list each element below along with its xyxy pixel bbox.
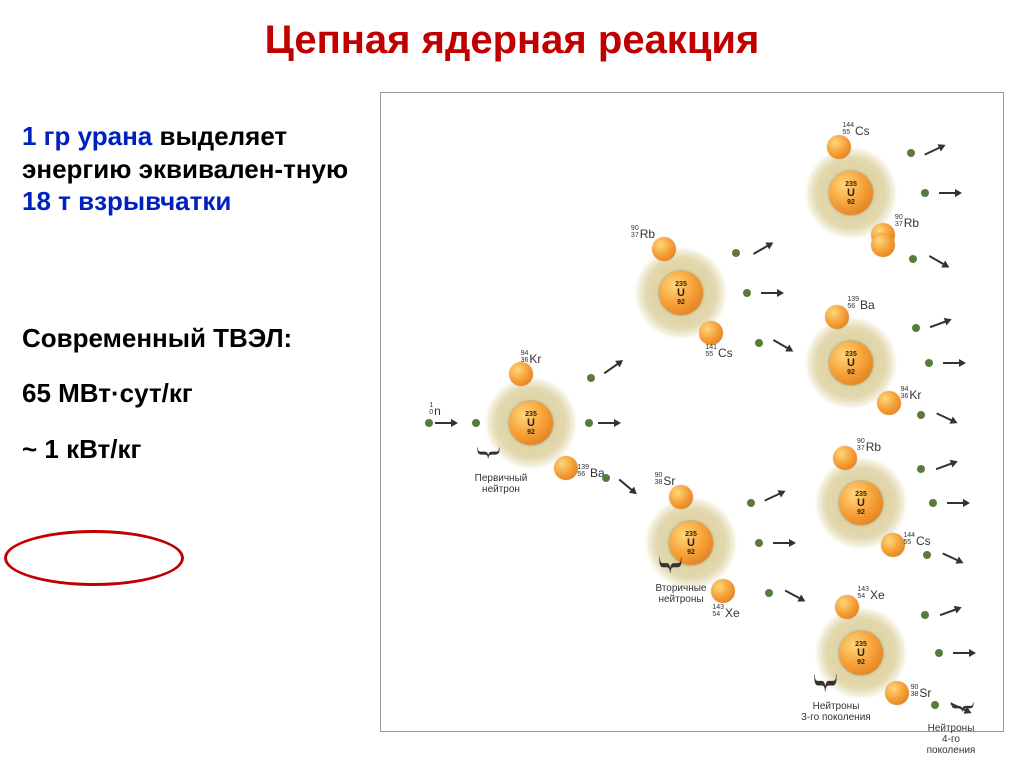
neutron xyxy=(747,499,755,507)
nucleus: 235U92 xyxy=(839,481,883,525)
generation-label: Первичныйнейтрон xyxy=(475,473,528,495)
generation-label: Вторичныенейтроны xyxy=(656,583,707,605)
fragment-label: 9037Rb xyxy=(857,438,881,452)
fission-fragment xyxy=(833,446,857,470)
fragment-label: 9038Sr xyxy=(911,684,932,698)
neutron xyxy=(923,551,931,559)
fission-fragment xyxy=(881,533,905,557)
neutron xyxy=(909,255,917,263)
neutron xyxy=(425,419,433,427)
fragment-label: 13956Ba xyxy=(577,464,604,478)
fragment-label: 14155Cs xyxy=(705,344,732,358)
neutron xyxy=(925,359,933,367)
nucleus: 235U92 xyxy=(839,631,883,675)
fragment-label: 14455Cs xyxy=(903,532,930,546)
neutron xyxy=(755,339,763,347)
neutron xyxy=(732,249,740,257)
info-mass: 1 гр урана xyxy=(22,121,152,151)
info-tvel: Современный ТВЭЛ: 65 МВт·сут/кг ~ 1 кВт/… xyxy=(22,318,362,471)
fission-fragment xyxy=(877,391,901,415)
fragment-label: 14354Xe xyxy=(712,604,739,618)
fission-fragment xyxy=(699,321,723,345)
nucleus: 235U92 xyxy=(829,341,873,385)
info-energy: 1 гр урана выделяет энергию эквивален-тн… xyxy=(22,120,362,218)
fragment-label: 9038Sr xyxy=(655,472,676,486)
neutron xyxy=(912,324,920,332)
info-tnt: 18 т взрывчатки xyxy=(22,186,231,216)
tvel-value1: 65 МВт·сут/кг xyxy=(22,373,362,415)
chain-reaction-diagram: 235U92235U92235U92235U92235U92235U92235U… xyxy=(381,93,1003,731)
nucleus: 235U92 xyxy=(829,171,873,215)
fission-fragment xyxy=(669,485,693,509)
neutron xyxy=(921,611,929,619)
fragment-label: 13956Ba xyxy=(847,296,874,310)
fission-fragment xyxy=(885,681,909,705)
fission-fragment xyxy=(827,135,851,159)
tvel-value2: ~ 1 кВт/кг xyxy=(22,429,362,471)
neutron xyxy=(917,465,925,473)
neutron xyxy=(921,189,929,197)
neutron xyxy=(743,289,751,297)
brace: } xyxy=(656,553,686,578)
tvel-header: Современный ТВЭЛ: xyxy=(22,318,362,360)
neutron xyxy=(935,649,943,657)
neutron xyxy=(765,589,773,597)
fission-fragment xyxy=(554,456,578,480)
fission-fragment xyxy=(711,579,735,603)
brace: } xyxy=(948,700,978,715)
neutron xyxy=(602,474,610,482)
fragment-label: 14354Xe xyxy=(857,586,884,600)
neutron xyxy=(917,411,925,419)
fragment-label: 9436Kr xyxy=(521,350,542,364)
nucleus: 235U92 xyxy=(509,401,553,445)
page-title: Цепная ядерная реакция xyxy=(0,0,1024,63)
fragment-label: 9037Rb xyxy=(895,214,919,228)
diagram-frame: 235U92235U92235U92235U92235U92235U92235U… xyxy=(380,92,1004,732)
brace: } xyxy=(811,669,841,696)
brace: } xyxy=(474,444,504,461)
fission-fragment xyxy=(871,233,895,257)
neutron xyxy=(587,374,595,382)
fragment-label: 14455Cs xyxy=(842,122,869,136)
neutron xyxy=(755,539,763,547)
fission-fragment xyxy=(825,305,849,329)
fragment-label: 9037Rb xyxy=(631,225,655,239)
fission-fragment xyxy=(652,237,676,261)
generation-label: Нейтроны4-го поколения xyxy=(925,723,977,756)
info-column: 1 гр урана выделяет энергию эквивален-тн… xyxy=(22,120,362,484)
neutron xyxy=(907,149,915,157)
generation-label: Нейтроны3-го поколения xyxy=(801,701,870,723)
fragment-label: 9436Kr xyxy=(901,386,922,400)
neutron xyxy=(929,499,937,507)
highlight-oval xyxy=(4,530,184,586)
neutron xyxy=(585,419,593,427)
neutron xyxy=(931,701,939,709)
neutron xyxy=(472,419,480,427)
fission-fragment xyxy=(835,595,859,619)
primary-neutron-label: 10n xyxy=(429,402,441,416)
nucleus: 235U92 xyxy=(659,271,703,315)
